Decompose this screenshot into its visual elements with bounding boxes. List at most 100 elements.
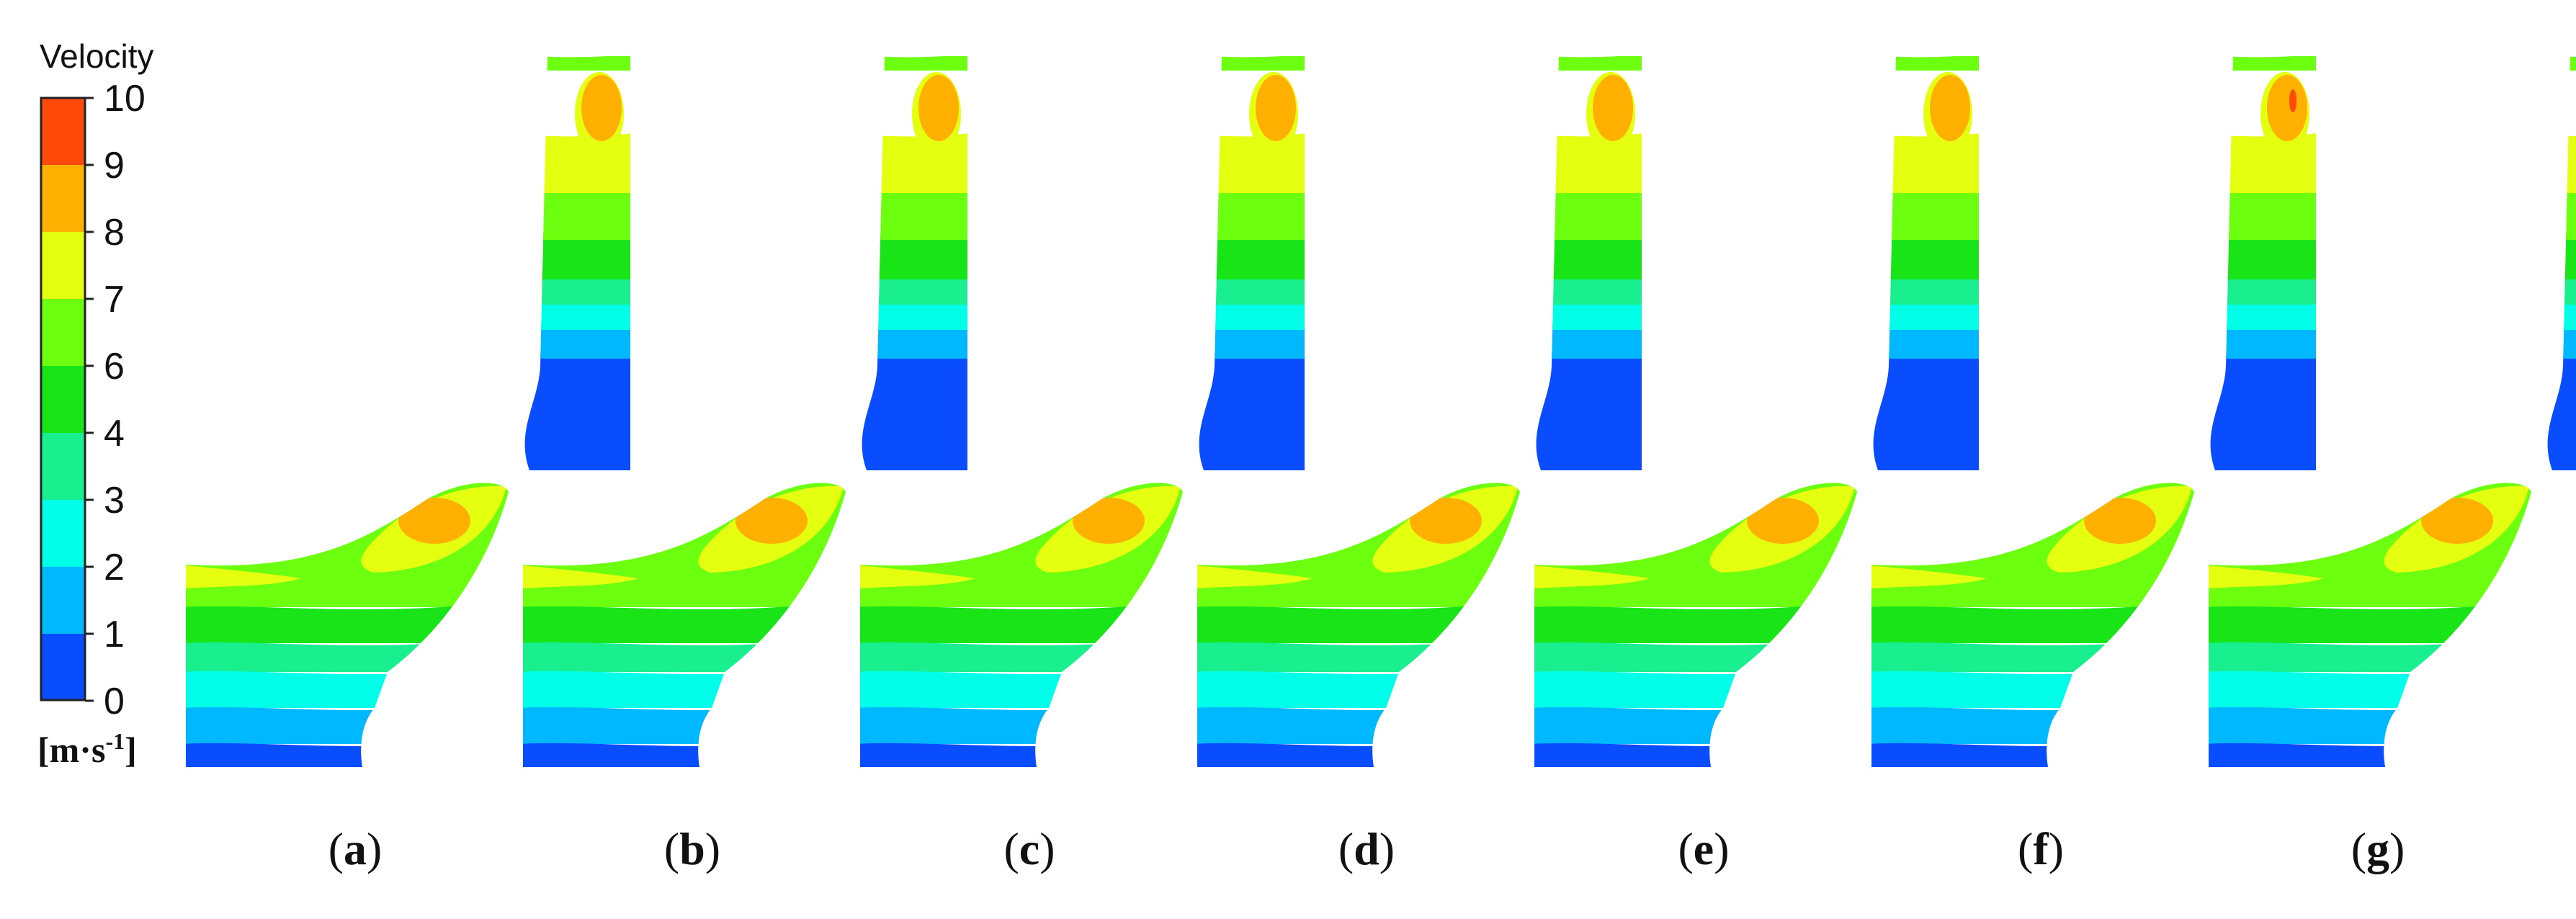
blade-contour (1536, 56, 1642, 470)
blade-contour-band (862, 347, 967, 470)
blade-contour-band (1873, 347, 1979, 470)
panel-label-letter: a (344, 823, 367, 874)
blade-contour-band (2547, 293, 2576, 330)
diffuser-contour (2209, 483, 2531, 768)
panel-label-d: (d) (1338, 823, 1395, 874)
blade-contour-band (1536, 347, 1642, 470)
panel-label-letter: g (2366, 823, 2389, 874)
diffuser-high-velocity-zone (398, 498, 470, 544)
legend-band (41, 366, 85, 433)
blade-contour (1199, 56, 1305, 470)
blade-contour-band (2547, 56, 2576, 71)
panel-label-letter: d (1354, 823, 1379, 874)
diffuser-contour-fill (1197, 483, 1520, 768)
legend-band (41, 500, 85, 567)
panel-label-open: ( (664, 823, 679, 874)
blade-high-velocity-zone (918, 75, 959, 141)
legend-title: Velocity (40, 37, 154, 75)
legend-tick-label: 0 (104, 681, 125, 722)
blade-contour-band (2547, 347, 2576, 470)
legend-bar-outline (40, 97, 86, 701)
legend-tick-label: 9 (104, 145, 125, 187)
panel-label-close: ) (2049, 823, 2064, 874)
legend-band (41, 433, 85, 500)
diffuser-contour (1197, 483, 1520, 768)
diffuser-contour-fill (2209, 483, 2531, 768)
blade-contour-band (2547, 228, 2576, 279)
diffuser-high-velocity-zone (735, 498, 808, 544)
blade-high-velocity-zone (2267, 75, 2307, 141)
legend-band (41, 98, 85, 165)
panel-label-open: ( (1678, 823, 1693, 874)
diffuser-high-velocity-zone (1410, 498, 1482, 544)
panel-label-letter: e (1694, 823, 1714, 874)
blade-contour-band (1199, 347, 1305, 470)
legend-unit: [m·s-1] (37, 728, 137, 770)
diffuser-contour (1871, 483, 2194, 768)
blade-contour-band (524, 347, 630, 470)
blade-contour (1873, 56, 1979, 470)
diffuser-inlet-yellow-zone (523, 565, 638, 588)
blade-contour-fill (2210, 56, 2316, 470)
diffuser-contour-fill (186, 483, 509, 768)
diffuser-contour-fill (1871, 483, 2194, 768)
legend-tick-label: 7 (104, 279, 125, 320)
legend-tick-label: 4 (104, 413, 125, 454)
blade-contour (862, 56, 967, 470)
legend-band (41, 634, 85, 701)
panel-label-open: ( (2018, 823, 2033, 874)
blade-contour-fill (524, 56, 630, 470)
panel-label-g: (g) (2351, 823, 2405, 874)
blade-contour-band (862, 56, 967, 71)
blade-contour (2547, 56, 2576, 470)
diffuser-contour-fill (523, 483, 846, 768)
blade-contour-band (2210, 56, 2316, 71)
blade-contour-fill (1536, 56, 1642, 470)
panel-label-f: (f) (2018, 823, 2064, 874)
panel-label-close: ) (2389, 823, 2405, 874)
panel-label-open: ( (2351, 823, 2366, 874)
blade-contour-band (2547, 181, 2576, 240)
diffuser-inlet-yellow-zone (186, 565, 301, 588)
diffuser-high-velocity-zone (1073, 498, 1145, 544)
legend-band (41, 165, 85, 232)
legend-tick-label: 6 (104, 346, 125, 387)
legend-tick-label: 1 (104, 614, 125, 655)
contour-panels: (a) (b) (c) (d) (e) (f) (g) (186, 56, 2576, 874)
diffuser-contour-fill (1534, 483, 1857, 768)
blade-contour-band (1536, 56, 1642, 71)
diffuser-high-velocity-zone (2421, 498, 2493, 544)
blade-contour-band (2547, 318, 2576, 359)
diffuser-high-velocity-zone (1747, 498, 1819, 544)
panel-label-open: ( (328, 823, 344, 874)
panel-label-open: ( (1003, 823, 1019, 874)
diffuser-inlet-yellow-zone (1871, 565, 1987, 588)
diffuser-high-velocity-zone (2084, 498, 2156, 544)
blade-high-velocity-zone (1930, 75, 1970, 141)
panel-label-letter: b (679, 823, 705, 874)
blade-high-velocity-zone (1593, 75, 1633, 141)
blade-contour-band (2547, 131, 2576, 193)
panel-label-close: ) (1379, 823, 1395, 874)
blade-contour-fill (1199, 56, 1305, 470)
blade-contour-fill (862, 56, 967, 470)
legend-tick-label: 2 (104, 547, 125, 588)
panel-label-letter: f (2033, 823, 2049, 874)
panel-label-letter: c (1019, 823, 1039, 874)
blade-contour-band (1199, 56, 1305, 71)
legend-color-bar (41, 98, 85, 701)
panel-label-b: (b) (664, 823, 720, 874)
diffuser-contour (186, 483, 509, 768)
blade-peak-velocity-spot (2289, 89, 2297, 112)
blade-high-velocity-zone (1256, 75, 1296, 141)
blade-contour-band (524, 56, 630, 71)
diffuser-contour-fill (860, 483, 1183, 768)
blade-contour-band (1873, 56, 1979, 71)
blade-contour (2210, 56, 2316, 470)
diffuser-inlet-yellow-zone (1197, 565, 1312, 588)
panel-label-open: ( (1338, 823, 1354, 874)
legend-band (41, 299, 85, 366)
